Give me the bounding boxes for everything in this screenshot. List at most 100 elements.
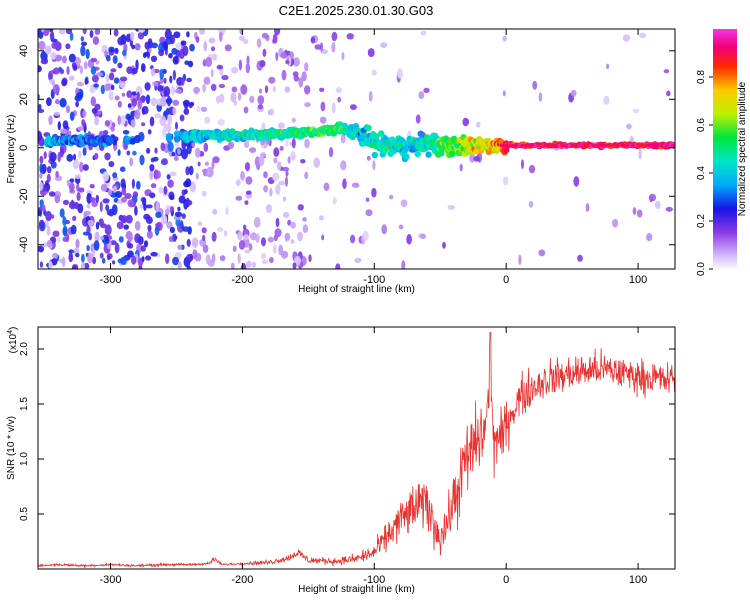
spectrogram-ridge-cell (365, 124, 372, 132)
snr-xtick-label: -200 (231, 574, 253, 586)
spectrogram-xlabel: Height of straight line (km) (298, 284, 415, 295)
spectrogram-noise-cell (204, 116, 211, 124)
spectrogram-noise-cell (183, 180, 190, 188)
spectrogram-noise-cell (284, 86, 291, 93)
spectrogram-noise-cell (143, 240, 149, 248)
spectrogram-noise-cell (337, 96, 341, 103)
spectrogram-noise-cell (75, 101, 79, 108)
spectrogram-noise-cell (340, 133, 346, 144)
spectrogram-noise-cell (125, 214, 133, 224)
spectrogram-ridge-cell (352, 123, 359, 130)
spectrogram-noise-cell (152, 81, 159, 86)
spectrogram-noise-cell (170, 266, 174, 269)
spectrogram-noise-cell (173, 156, 179, 161)
spectrogram-noise-cell (285, 140, 289, 147)
spectrogram-noise-cell (126, 150, 131, 156)
spectrogram-core-cell (547, 143, 550, 147)
spectrogram-noise-cell (114, 47, 119, 55)
spectrogram-core-cell (626, 143, 629, 147)
spectrogram-noise-cell (298, 77, 304, 88)
spectrogram-noise-cell (118, 236, 124, 243)
spectrogram-noise-cell (65, 105, 71, 114)
spectrogram-noise-cell (258, 155, 265, 167)
colorbar-swatch (713, 91, 737, 94)
spectrogram-noise-cell (371, 69, 377, 76)
spectrogram-core-cell (665, 143, 669, 147)
spectrogram-noise-cell (272, 86, 276, 92)
spectrogram-core-cell (539, 143, 542, 147)
snr-xtick-label: -100 (363, 574, 385, 586)
spectrogram-noise-cell (290, 239, 295, 244)
spectrogram-noise-cell (140, 245, 146, 252)
spectrogram-noise-cell (248, 243, 253, 251)
spectrogram-noise-cell (154, 113, 161, 119)
spectrogram-noise-cell (328, 147, 334, 158)
spectrogram-core-cell (520, 143, 524, 147)
spectrogram-noise-cell (310, 36, 316, 44)
spectrogram-noise-cell (423, 87, 430, 94)
spectrogram-noise-cell (82, 110, 87, 118)
spectrogram-noise-cell (230, 92, 237, 103)
spectrogram-noise-cell (335, 87, 342, 93)
colorbar-swatch (713, 231, 737, 234)
spectrogram-noise-cell (655, 200, 661, 209)
colorbar-swatch (713, 83, 737, 86)
spectrogram-noise-cell (104, 152, 111, 161)
spectrogram-noise-cell (249, 95, 255, 104)
spectrogram-noise-cell (127, 103, 132, 108)
colorbar-tick-label: 0.6 (696, 118, 707, 132)
spectrogram-ytick-label: -20 (18, 188, 30, 204)
spectrogram-core-cell (668, 143, 671, 147)
spectrogram-noise-cell (164, 29, 172, 40)
spectrogram-noise-cell (265, 204, 272, 214)
spectrogram-noise-cell (203, 142, 209, 152)
colorbar-swatch (713, 235, 737, 238)
colorbar-swatch (713, 55, 737, 58)
spectrogram-noise-cell (186, 31, 190, 38)
spectrogram-noise-cell (304, 62, 309, 72)
spectrogram-noise-cell (108, 90, 114, 101)
spectrogram-noise-cell (267, 236, 274, 243)
spectrogram-noise-cell (79, 161, 84, 173)
spectrogram-core-cell (594, 143, 597, 147)
colorbar-swatch (713, 247, 737, 250)
colorbar-swatch (713, 209, 737, 212)
spectrogram-noise-cell (46, 225, 51, 236)
spectrogram-noise-cell (212, 208, 218, 215)
spectrogram-noise-cell (244, 162, 251, 172)
spectrogram-noise-cell (38, 40, 46, 51)
spectrogram-noise-cell (224, 44, 232, 52)
spectrogram-noise-cell (134, 43, 141, 51)
colorbar-swatch (713, 241, 737, 244)
spectrogram-noise-cell (179, 114, 185, 122)
spectrogram-noise-cell (189, 43, 195, 52)
spectrogram-noise-cell (372, 160, 376, 171)
colorbar-swatch (713, 45, 737, 48)
colorbar-swatch (713, 105, 737, 108)
spectrogram-core-cell (502, 143, 505, 147)
spectrogram-noise-cell (117, 115, 121, 126)
spectrogram-noise-cell (349, 104, 357, 110)
spectrogram-noise-cell (297, 204, 304, 211)
spectrogram-noise-cell (216, 64, 223, 70)
spectrogram-noise-cell (78, 187, 85, 193)
spectrogram-noise-cell (127, 243, 134, 249)
spectrogram-noise-cell (83, 210, 91, 216)
snr-ytick-label: 2.0 (19, 342, 30, 356)
spectrogram-noise-cell (235, 195, 243, 201)
spectrogram-noise-cell (141, 105, 149, 115)
spectrogram-noise-cell (80, 36, 84, 42)
spectrogram-core-cell (523, 143, 526, 147)
colorbar-swatch (713, 121, 737, 124)
spectrogram-noise-cell (632, 207, 637, 215)
spectrogram-noise-cell (157, 85, 164, 92)
spectrogram-noise-cell (332, 197, 337, 205)
spectrogram-noise-cell (134, 109, 141, 120)
spectrogram-noise-cell (503, 176, 509, 186)
spectrogram-noise-cell (110, 84, 115, 91)
spectrogram-core-cell (591, 143, 595, 147)
spectrogram-noise-cell (203, 76, 211, 85)
spectrogram-core-cell (518, 143, 521, 147)
spectrogram-noise-cell (287, 219, 292, 226)
spectrogram-noise-cell (160, 215, 168, 225)
